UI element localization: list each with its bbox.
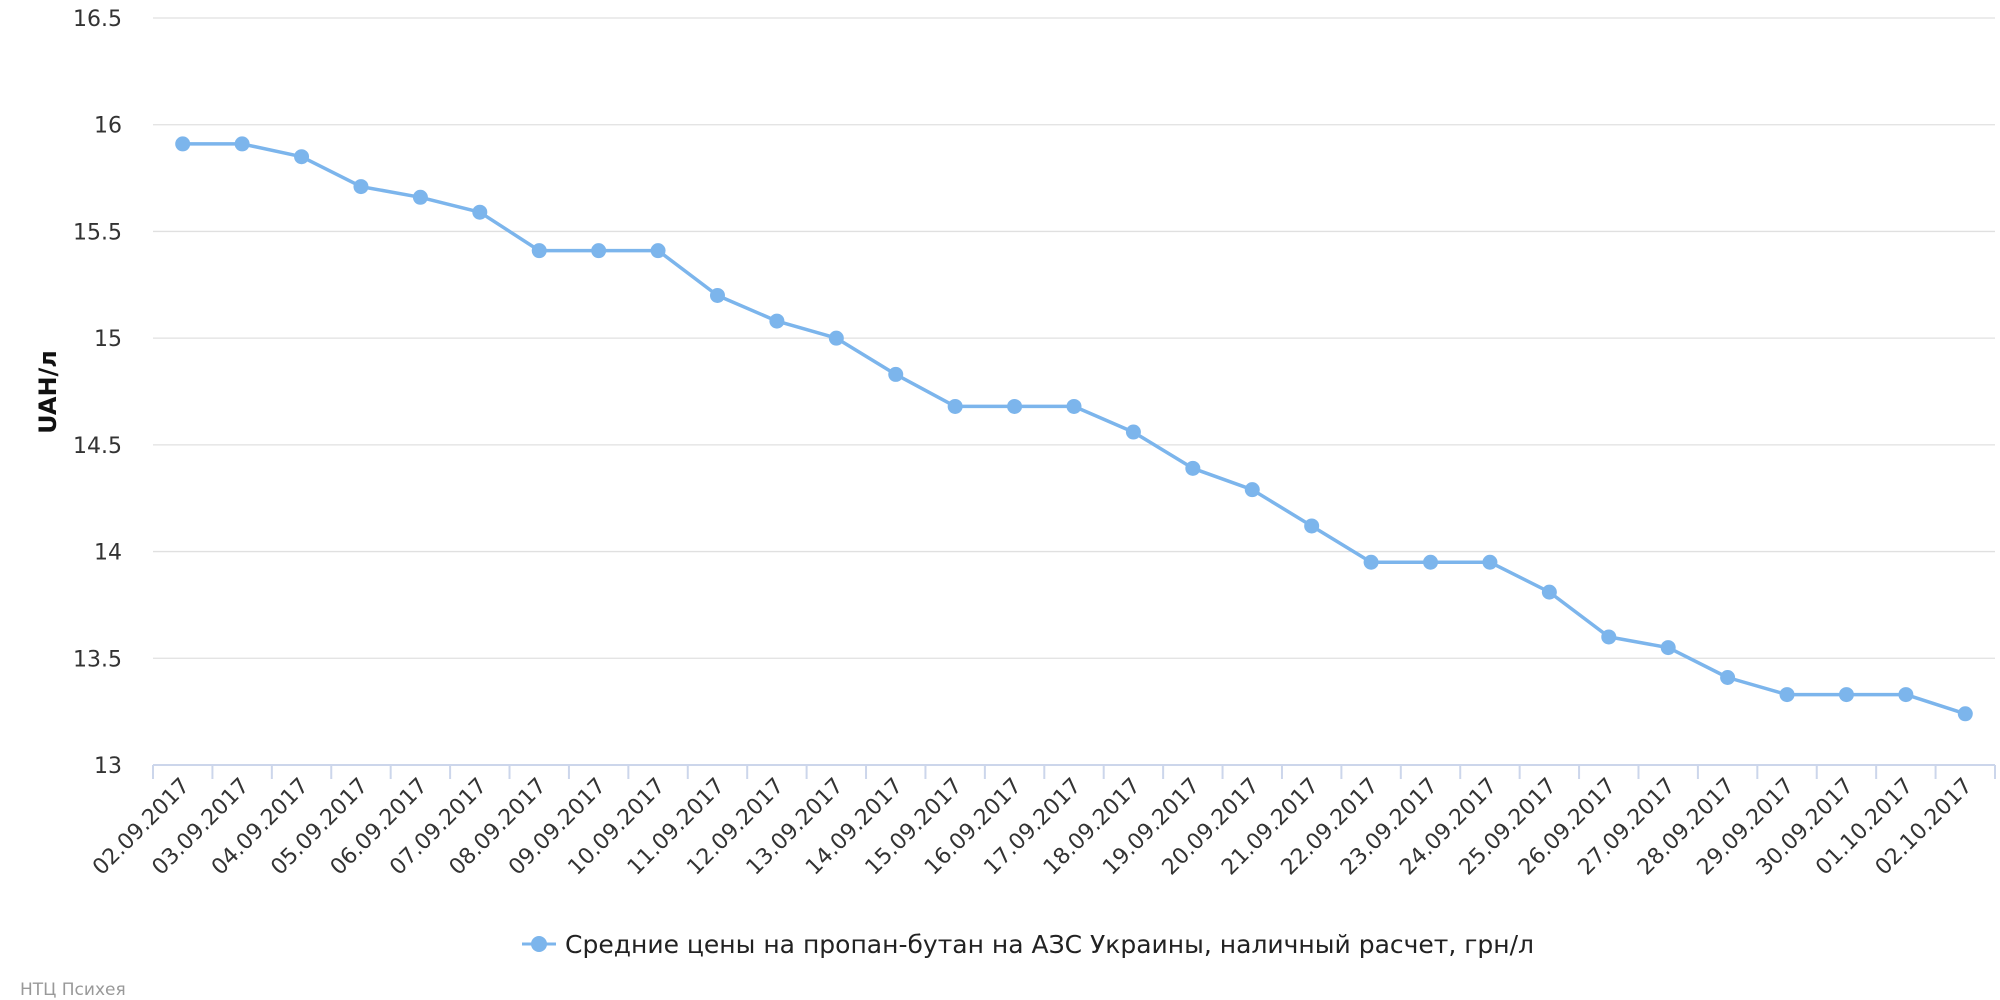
y-axis-title: UAH/л (34, 350, 62, 434)
y-tick-label: 16 (94, 114, 122, 139)
y-tick-label: 14.5 (73, 434, 122, 459)
legend-item-series-label: Средние цены на пропан-бутан на АЗС Укра… (565, 930, 1534, 959)
data-point[interactable] (412, 189, 428, 205)
data-point[interactable] (175, 136, 191, 152)
data-point[interactable] (1660, 640, 1676, 656)
data-point[interactable] (472, 204, 488, 220)
data-point[interactable] (650, 243, 666, 259)
data-point[interactable] (947, 398, 963, 414)
x-axis: 02.09.201703.09.201704.09.201705.09.2017… (88, 764, 1996, 880)
data-point[interactable] (234, 136, 250, 152)
grid-layer (153, 17, 1995, 659)
y-tick-label: 15.5 (73, 220, 122, 245)
data-point[interactable] (294, 149, 310, 165)
data-point[interactable] (1482, 554, 1498, 570)
data-point[interactable] (531, 243, 547, 259)
credit-label[interactable]: НТЦ Психея (20, 980, 126, 1000)
series-layer (175, 136, 1973, 722)
data-point[interactable] (1244, 482, 1260, 498)
data-point[interactable] (1601, 629, 1617, 645)
data-point[interactable] (828, 330, 844, 346)
legend[interactable]: Средние цены на пропан-бутан на АЗС Укра… (522, 930, 1534, 959)
data-point[interactable] (1720, 669, 1736, 685)
legend-marker (531, 936, 547, 952)
data-point[interactable] (709, 287, 725, 303)
data-point[interactable] (1779, 687, 1795, 703)
y-tick-label: 13 (94, 754, 122, 779)
data-point[interactable] (1363, 554, 1379, 570)
data-point[interactable] (888, 366, 904, 382)
data-point[interactable] (1007, 398, 1023, 414)
data-point[interactable] (1423, 554, 1439, 570)
data-point[interactable] (1838, 687, 1854, 703)
y-axis: 13 13.5 14 14.5 15 15.5 16 16.5 (73, 7, 122, 779)
series-line (182, 142, 1966, 716)
y-tick-label: 16.5 (73, 7, 122, 32)
data-point[interactable] (1541, 584, 1557, 600)
data-point[interactable] (769, 313, 785, 329)
data-point[interactable] (1957, 706, 1973, 722)
data-point[interactable] (1898, 687, 1914, 703)
y-tick-label: 13.5 (73, 647, 122, 672)
data-point[interactable] (353, 179, 369, 195)
data-point[interactable] (591, 243, 607, 259)
y-tick-label: 15 (94, 327, 122, 352)
data-point[interactable] (1125, 424, 1141, 440)
data-point[interactable] (1304, 518, 1320, 534)
data-point[interactable] (1185, 460, 1201, 476)
data-point[interactable] (1066, 398, 1082, 414)
y-tick-label: 14 (94, 541, 122, 566)
